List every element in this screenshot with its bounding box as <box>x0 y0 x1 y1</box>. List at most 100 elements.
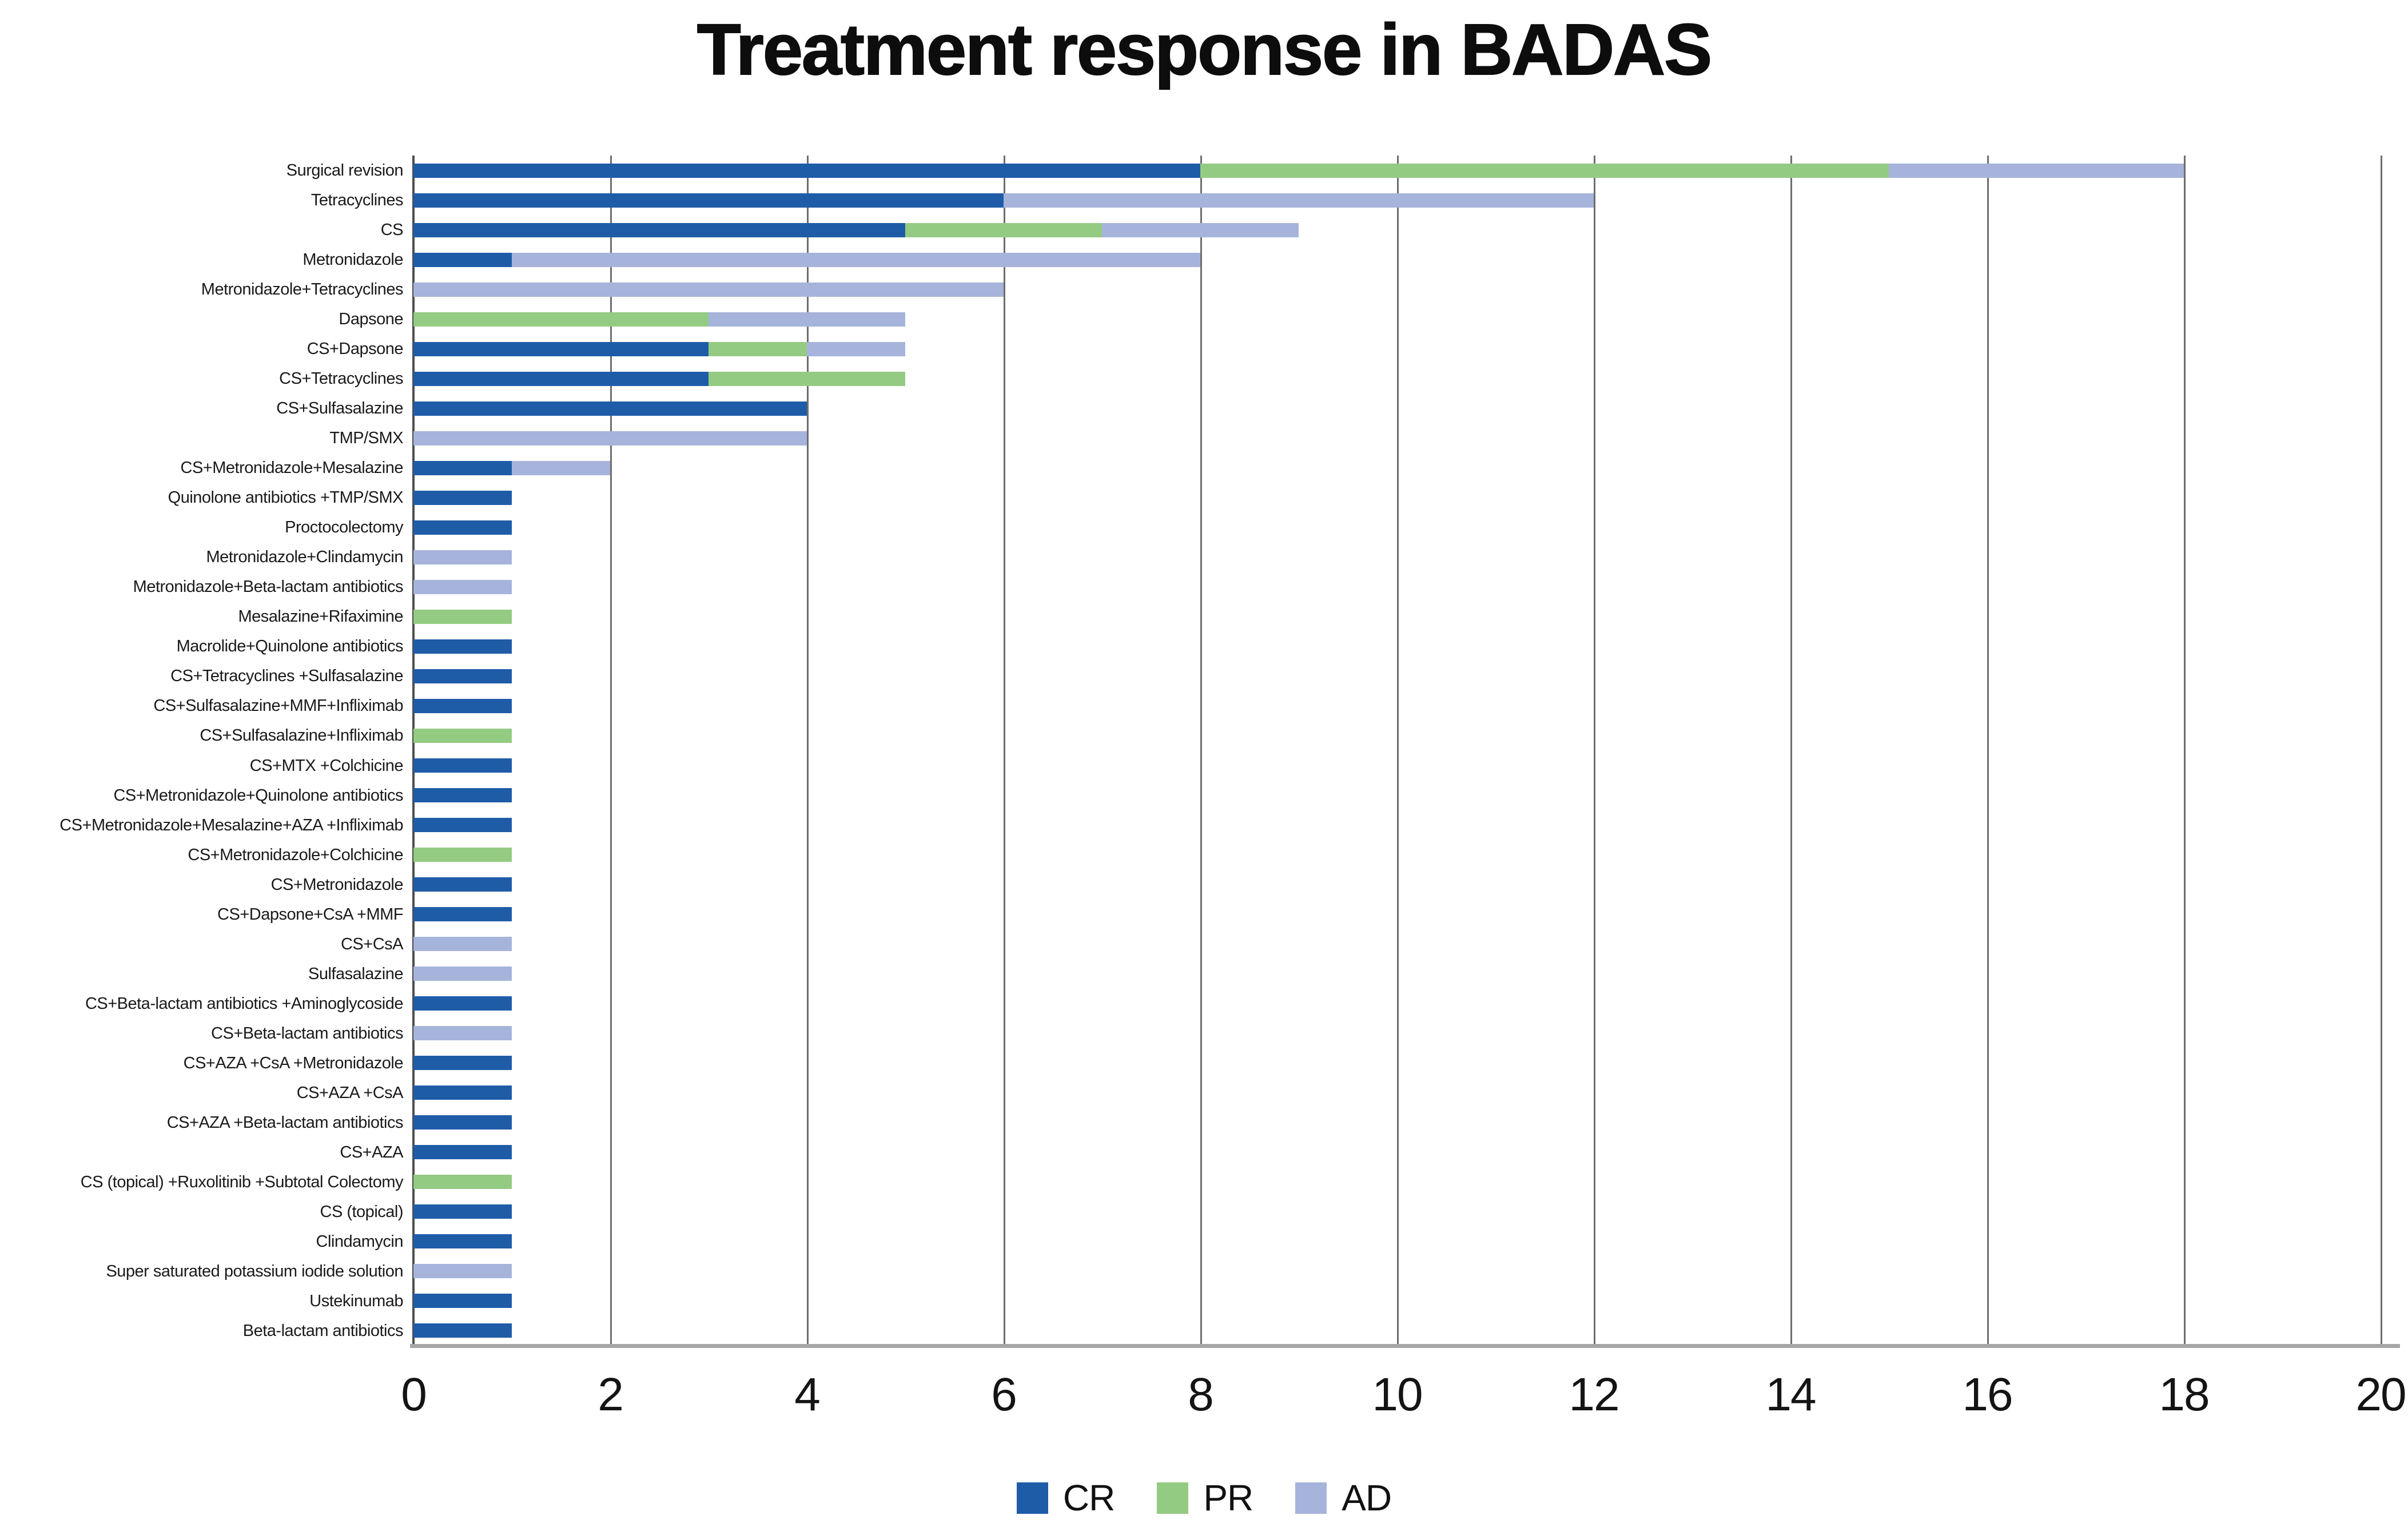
category-label: Metronidazole+Beta-lactam antibiotics <box>133 578 404 596</box>
category-label: CS+Metronidazole+Mesalazine+AZA +Inflixi… <box>59 816 403 834</box>
bar-segment-cr <box>413 996 512 1011</box>
x-tick-label-10: 10 <box>1372 1369 1423 1421</box>
x-tick-label-8: 8 <box>1188 1369 1214 1421</box>
gridline-x-6 <box>1004 156 1005 1346</box>
x-tick-label-16: 16 <box>1962 1369 2013 1421</box>
bar-segment-ad <box>709 312 905 327</box>
category-label: Metronidazole+Clindamycin <box>206 548 403 567</box>
bar-segment-pr <box>905 222 1102 237</box>
bar-segment-cr <box>413 818 512 833</box>
category-label: CS (topical) +Ruxolitinib +Subtotal Cole… <box>80 1172 404 1191</box>
legend-label: PR <box>1203 1477 1253 1518</box>
gridline-x-2 <box>610 156 612 1346</box>
bar-segment-ad <box>413 579 512 594</box>
category-label: CS+Tetracyclines +Sulfasalazine <box>170 667 403 686</box>
gridline-x-16 <box>1987 156 1989 1346</box>
category-label: Super saturated potassium iodide solutio… <box>106 1262 403 1280</box>
bar-segment-cr <box>413 1294 512 1309</box>
gridline-x-8 <box>1200 156 1202 1346</box>
bar-segment-cr <box>413 163 1200 178</box>
plot-area <box>410 156 2400 1348</box>
chart-title: Treatment response in BADAS <box>696 9 1713 90</box>
bar-segment-cr <box>413 788 512 803</box>
bar-segment-cr <box>413 193 1004 208</box>
bar-segment-cr <box>413 907 512 922</box>
gridline-x-4 <box>807 156 809 1346</box>
category-label: Tetracyclines <box>311 191 404 210</box>
bar-segment-ad <box>413 550 512 564</box>
gridline-x-10 <box>1397 156 1399 1346</box>
legend-label: CR <box>1062 1477 1115 1518</box>
category-label: Surgical revision <box>286 161 404 180</box>
bar-segment-cr <box>413 252 512 267</box>
x-tick-label-20: 20 <box>2355 1369 2406 1421</box>
gridline-x-20 <box>2381 156 2382 1346</box>
category-label: CS+Tetracyclines <box>279 369 403 388</box>
x-tick-label-12: 12 <box>1569 1369 1619 1421</box>
bar-segment-cr <box>413 639 512 654</box>
x-tick-label-0: 0 <box>401 1369 427 1421</box>
legend-swatch-pr <box>1157 1482 1189 1514</box>
x-tick-label-18: 18 <box>2159 1369 2210 1421</box>
y-axis-line <box>412 156 415 1346</box>
bar-segment-cr <box>413 460 512 475</box>
bar-segment-pr <box>709 371 905 386</box>
category-label: CS+Sulfasalazine+Infliximab <box>200 726 403 745</box>
gridline-x-14 <box>1790 156 1792 1346</box>
bar-segment-ad <box>413 282 1004 297</box>
category-label: Dapsone <box>339 310 403 329</box>
category-label: CS+Dapsone <box>307 340 404 359</box>
category-label: CS+Dapsone+CsA +MMF <box>217 905 403 924</box>
bar-segment-cr <box>413 1056 512 1071</box>
category-label: CS+AZA +CsA +Metronidazole <box>183 1053 404 1072</box>
category-label: CS+AZA +Beta-lactam antibiotics <box>166 1113 404 1132</box>
bar-segment-ad <box>413 431 807 446</box>
category-label: CS <box>380 221 404 240</box>
bar-segment-cr <box>413 1323 512 1338</box>
category-label: CS+CsA <box>340 934 404 953</box>
bar-segment-cr <box>413 222 905 237</box>
bar-segment-cr <box>413 341 709 356</box>
legend: CR PR AD <box>0 1477 2408 1519</box>
x-tick-label-2: 2 <box>598 1369 624 1421</box>
category-label: TMP/SMX <box>329 429 403 448</box>
bar-segment-cr <box>413 669 512 683</box>
x-tick-label-4: 4 <box>794 1369 821 1421</box>
legend-swatch-cr <box>1016 1482 1048 1514</box>
bar-segment-ad <box>413 1264 512 1279</box>
bar-segment-ad <box>807 341 905 356</box>
gridline-x-18 <box>2184 156 2186 1346</box>
category-label: Macrolide+Quinolone antibiotics <box>176 637 404 656</box>
bar-segment-cr <box>413 401 807 416</box>
category-label: CS+Metronidazole+Quinolone antibiotics <box>113 786 403 805</box>
category-label: CS+Beta-lactam antibiotics <box>211 1024 403 1043</box>
bar-segment-ad <box>1102 222 1299 237</box>
legend-item-pr: PR <box>1157 1477 1253 1519</box>
bar-segment-cr <box>413 1145 512 1160</box>
category-label: Quinolone antibiotics +TMP/SMX <box>168 488 404 507</box>
bar-segment-cr <box>413 520 512 535</box>
bar-segment-ad <box>1004 193 1594 208</box>
category-label: CS+AZA +CsA <box>296 1083 404 1102</box>
bar-segment-ad <box>1889 163 2184 178</box>
bar-segment-pr <box>1200 163 1889 178</box>
bar-segment-ad <box>413 937 512 952</box>
bar-segment-ad <box>413 967 512 981</box>
category-label: Clindamycin <box>316 1232 404 1251</box>
bar-segment-cr <box>413 371 709 386</box>
category-label: CS+AZA <box>340 1143 403 1162</box>
category-label: Mesalazine+Rifaximine <box>238 607 404 626</box>
bar-segment-pr <box>709 341 807 356</box>
gridline-x-12 <box>1594 156 1595 1346</box>
category-label: CS+Metronidazole+Colchicine <box>188 845 403 864</box>
category-label: CS+Beta-lactam antibiotics +Aminoglycosi… <box>85 994 404 1013</box>
legend-label: AD <box>1342 1477 1392 1518</box>
bar-segment-pr <box>413 1175 512 1190</box>
category-label: Beta-lactam antibiotics <box>242 1321 404 1340</box>
bar-segment-cr <box>413 1234 512 1249</box>
x-tick-label-14: 14 <box>1765 1369 1816 1421</box>
category-label: CS+MTX +Colchicine <box>249 756 404 775</box>
bar-segment-cr <box>413 490 512 505</box>
category-label: CS (topical) <box>320 1202 404 1221</box>
bar-segment-cr <box>413 758 512 773</box>
